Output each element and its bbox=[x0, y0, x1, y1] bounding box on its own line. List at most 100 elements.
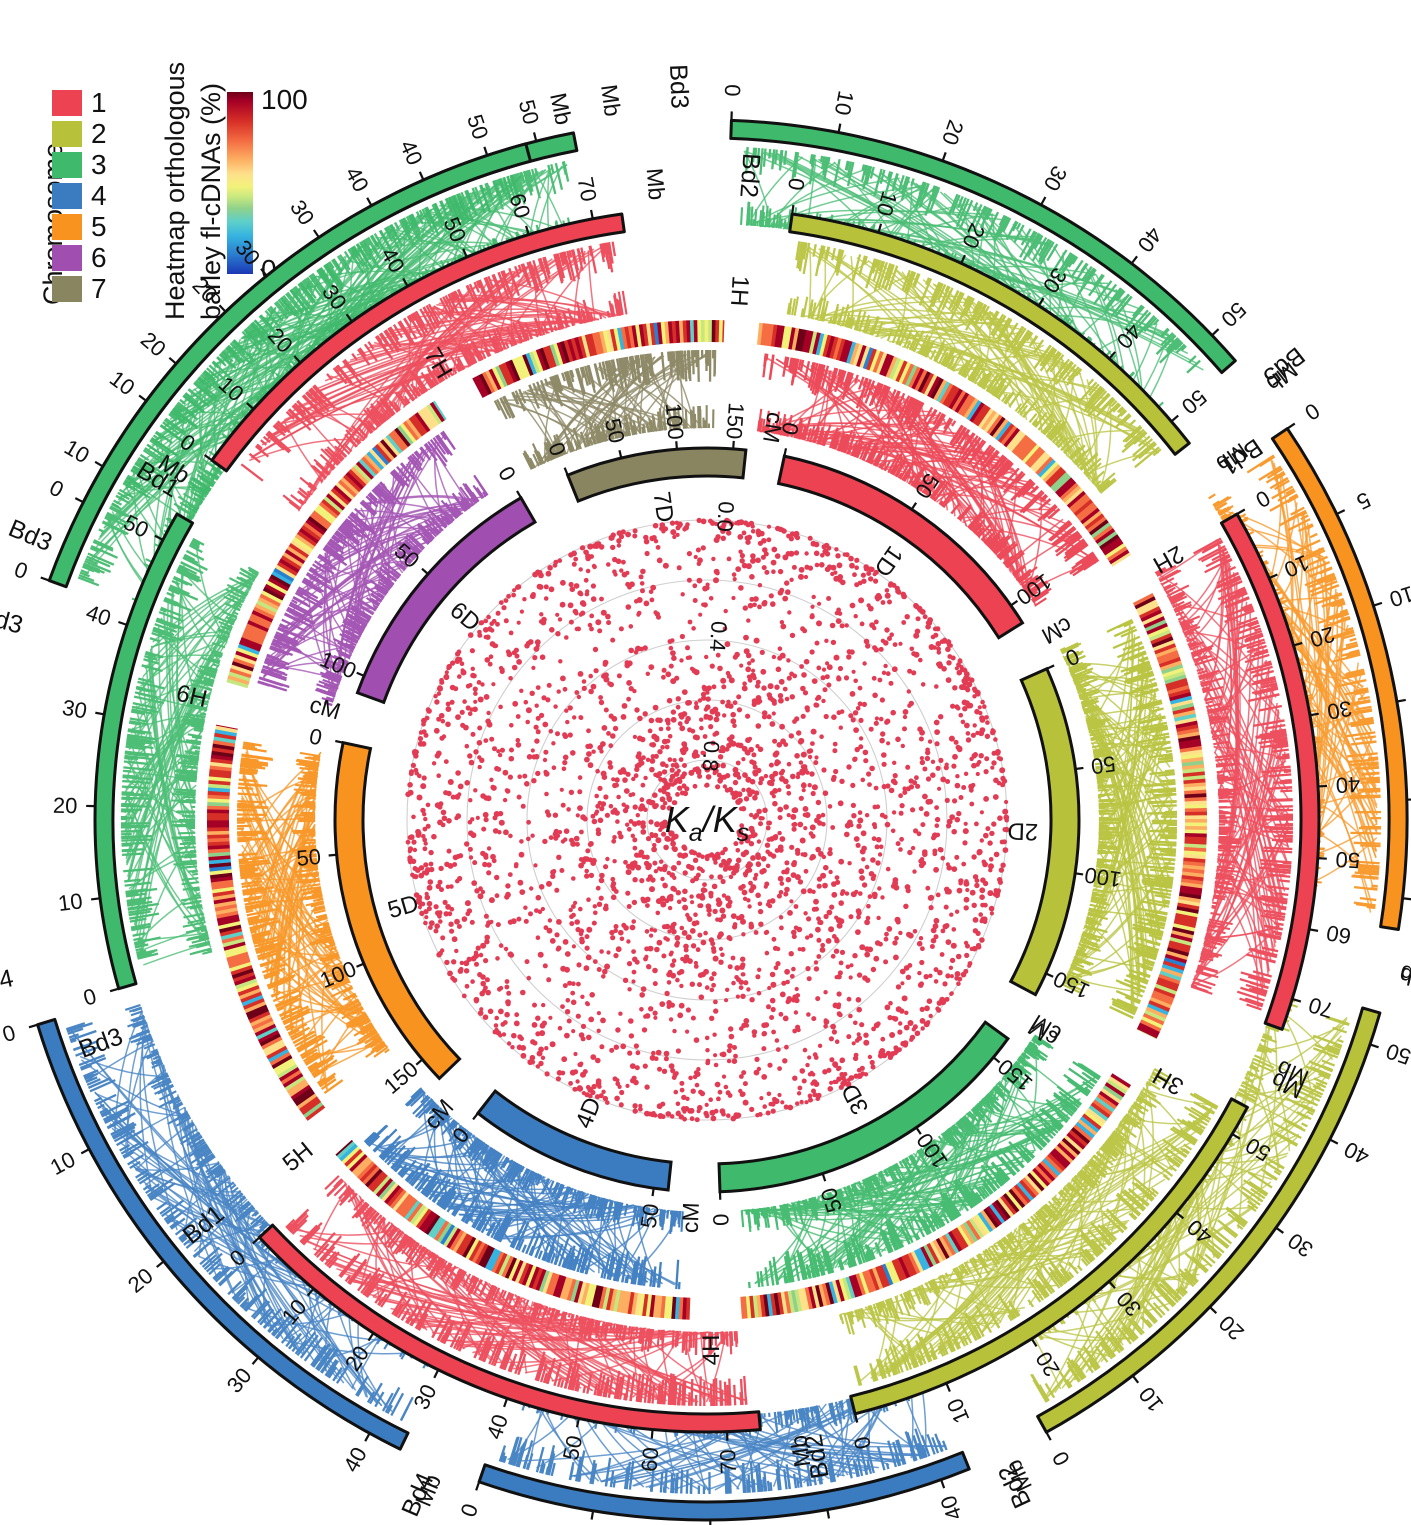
heatmap-segment-2H[interactable] bbox=[1132, 593, 1207, 1040]
chromosome-color-swatch bbox=[52, 213, 82, 240]
chromosome-band-Bd4[interactable] bbox=[477, 1450, 971, 1522]
axis-tick-label: 20 bbox=[1214, 1310, 1249, 1345]
axis-tick-label: 10 bbox=[830, 89, 859, 118]
chromosome-band-Bd2[interactable] bbox=[788, 212, 1191, 456]
axis-tick bbox=[1046, 664, 1055, 670]
chromosome-band-Bd1[interactable] bbox=[257, 1223, 762, 1434]
axis-tick-label: 40 bbox=[1132, 222, 1167, 257]
synteny-link-bundle bbox=[65, 1003, 437, 1422]
axis-tick-label: 30 bbox=[60, 695, 88, 724]
axis-tick-label: 50 bbox=[462, 111, 493, 142]
chromosome-band-Bd2[interactable] bbox=[849, 1097, 1249, 1416]
chromosome-band-Bd3[interactable] bbox=[729, 118, 1237, 375]
chromosome-band-Bd1[interactable] bbox=[210, 212, 626, 473]
kaks-radial-tick-1: 0.4 bbox=[705, 620, 732, 652]
axis-tick-label: 60 bbox=[636, 1446, 663, 1473]
chromosome-legend-label: 4 bbox=[91, 179, 107, 211]
chromosome-color-swatch bbox=[52, 120, 82, 147]
chromosome-band-Bd2[interactable] bbox=[1036, 1006, 1382, 1434]
axis-tick bbox=[1329, 1138, 1339, 1145]
axis-tick bbox=[246, 402, 255, 410]
axis-tick bbox=[1317, 857, 1327, 860]
synteny-link-bundle bbox=[838, 1068, 1219, 1387]
linkage-tick-label: 0 bbox=[493, 462, 521, 485]
axis-tick-label: 0 bbox=[1251, 485, 1274, 513]
linkage-tick-label: 100 bbox=[1083, 862, 1123, 892]
chromosome-legend-row: 2 bbox=[52, 119, 107, 148]
linkage-group-band-2D[interactable] bbox=[1008, 666, 1081, 997]
axis-tick bbox=[95, 711, 105, 716]
linkage-group-band-4D[interactable] bbox=[475, 1088, 673, 1192]
axis-tick-label: 70 bbox=[715, 1449, 741, 1474]
linkage-tick-label: 50 bbox=[636, 1202, 664, 1230]
colorbar-gradient bbox=[227, 92, 253, 274]
chromosome-band-Bd5[interactable] bbox=[1270, 427, 1409, 932]
axis-tick bbox=[915, 1126, 922, 1135]
axis-tick-label: 30 bbox=[1039, 162, 1073, 195]
axis-tick bbox=[1402, 897, 1411, 901]
linkage-group-label-2D: 2D bbox=[1007, 817, 1039, 845]
chromosome-band-Bd3[interactable] bbox=[47, 142, 532, 589]
axis-tick bbox=[260, 268, 268, 277]
heatmap-segment-5H[interactable] bbox=[207, 724, 326, 1121]
axis-tick-label: 40 bbox=[1335, 772, 1361, 798]
chromosome-legend-label: 5 bbox=[91, 210, 107, 242]
synteny-link-bundle bbox=[1154, 537, 1294, 1011]
chromosome-legend-label: 6 bbox=[91, 241, 107, 273]
linkage-tick-label: 0 bbox=[307, 723, 324, 750]
chromosome-name-label: Bd1 bbox=[1215, 433, 1268, 481]
axis-tick-label: 0 bbox=[45, 475, 67, 503]
synteny-link-bundle bbox=[740, 1034, 1101, 1289]
chromosome-legend-label: 1 bbox=[91, 86, 107, 118]
synteny-link-bundle bbox=[240, 241, 628, 512]
chromosome-band-Bd3[interactable] bbox=[93, 512, 195, 991]
axis-tick bbox=[1236, 508, 1246, 515]
linkage-group-band-3D[interactable] bbox=[717, 1020, 1011, 1194]
axis-tick-label: 20 bbox=[136, 327, 171, 362]
chromosome-color-swatch bbox=[52, 275, 82, 302]
heatmap-segment-6H[interactable] bbox=[226, 400, 447, 689]
axis-tick bbox=[1030, 1338, 1038, 1347]
heatmap-segment-4H[interactable] bbox=[335, 1139, 691, 1320]
axis-tick bbox=[1045, 972, 1054, 978]
axis-tick bbox=[877, 223, 883, 233]
linkage-group-label-7D: 7D bbox=[648, 490, 679, 524]
axis-tick bbox=[1131, 1374, 1140, 1384]
axis-tick bbox=[1396, 698, 1406, 703]
chromosome-band-Bd1[interactable] bbox=[1219, 512, 1321, 1031]
axis-tick bbox=[1286, 422, 1296, 430]
axis-tick bbox=[791, 204, 795, 215]
axis-tick-label: 0 bbox=[849, 1434, 876, 1452]
chromosome-color-swatch bbox=[52, 89, 82, 116]
axis-tick bbox=[1211, 328, 1220, 337]
linkage-group-band-1D[interactable] bbox=[776, 454, 1025, 640]
linkage-group-band-5D[interactable] bbox=[333, 740, 462, 1081]
axis-tick bbox=[402, 277, 409, 287]
synteny-link-bundle bbox=[285, 1175, 748, 1406]
heatmap-chromosome-label-2H: 2H bbox=[1148, 540, 1188, 579]
axis-tick bbox=[532, 132, 538, 142]
axis-tick-label: 0 bbox=[81, 983, 100, 1010]
linkage-group-label-4D: 4D bbox=[570, 1094, 607, 1133]
axis-tick bbox=[1369, 1043, 1379, 1049]
heatmap-segment-3H[interactable] bbox=[740, 1073, 1132, 1319]
linkage-unit-label: cM bbox=[1037, 612, 1076, 649]
axis-tick bbox=[1231, 1133, 1241, 1140]
axis-tick bbox=[1175, 1211, 1185, 1220]
linkage-tick-label: 50 bbox=[600, 416, 630, 446]
linkage-group-band-6D[interactable] bbox=[355, 495, 538, 705]
axis-tick bbox=[252, 1236, 261, 1245]
heatmap-segment-7H[interactable] bbox=[472, 320, 725, 398]
axis-tick-label: 30 bbox=[222, 1363, 257, 1398]
axis-tick bbox=[28, 1023, 38, 1029]
chromosome-color-swatch bbox=[52, 182, 82, 209]
axis-tick bbox=[367, 1332, 375, 1342]
heatmap-segment-1H[interactable] bbox=[756, 322, 1132, 567]
axis-tick bbox=[94, 460, 104, 468]
axis-tick-label: 0 bbox=[1300, 398, 1324, 426]
axis-tick bbox=[837, 123, 842, 133]
linkage-group-band-7D[interactable] bbox=[565, 446, 748, 504]
chromosome-band-Bd4[interactable] bbox=[36, 1017, 410, 1451]
axis-tick-label: 50 bbox=[558, 1433, 588, 1462]
linkage-tick-label: 0 bbox=[777, 420, 804, 437]
